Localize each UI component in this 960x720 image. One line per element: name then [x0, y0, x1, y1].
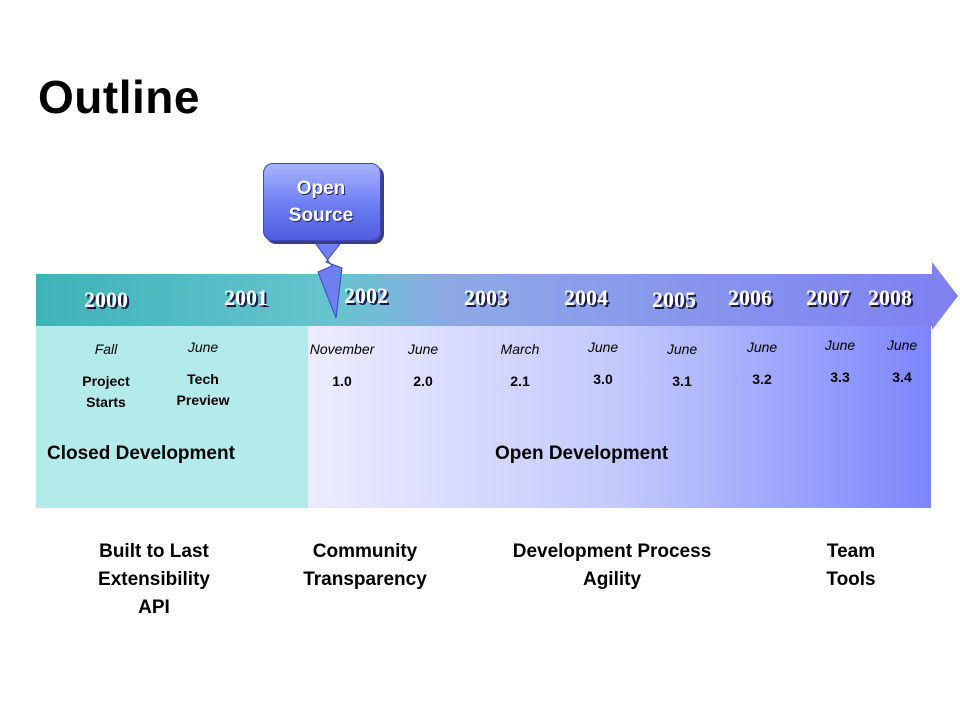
milestone-month: June: [587, 339, 619, 355]
closed-development-band: [36, 326, 308, 508]
year-label: 2003: [464, 285, 508, 310]
milestone-month: March: [500, 341, 540, 357]
year-label: 2004: [564, 285, 608, 310]
theme-column: Development Process Agility: [512, 541, 712, 590]
milestone-month: June: [824, 337, 856, 353]
year-label: 2006: [728, 285, 772, 310]
milestone-label: 3.4: [892, 369, 912, 385]
year-label: 2000: [84, 287, 128, 312]
open-development-label: Open Development: [495, 443, 669, 464]
milestone-label: 1.0: [332, 373, 352, 389]
milestone-month: June: [886, 337, 918, 353]
theme-column: Community Transparency: [303, 541, 427, 590]
theme-column: Team Tools: [826, 541, 876, 590]
milestone-label: 2.1: [510, 373, 530, 389]
theme-column: Built to Last Extensibility API: [98, 541, 210, 618]
milestone-label: Tech Preview: [176, 371, 230, 408]
milestone-month: November: [309, 341, 375, 357]
page-title: Outline: [38, 71, 200, 123]
milestone-month: June: [746, 339, 778, 355]
year-label: 2007: [806, 285, 850, 310]
timeline-arrow: [36, 262, 958, 330]
milestone-month: June: [666, 341, 698, 357]
milestone-label: 3.3: [830, 369, 850, 385]
year-label: 2002: [344, 283, 388, 308]
milestone-label: 2.0: [413, 373, 433, 389]
milestone-label: 3.2: [752, 371, 772, 387]
milestone-label: Project Starts: [82, 373, 130, 410]
year-label: 2001: [224, 285, 268, 310]
milestone-month: June: [407, 341, 439, 357]
year-label: 2008: [868, 285, 912, 310]
open-source-callout: [263, 163, 381, 241]
open-development-band: [308, 326, 931, 508]
open-source-callout-text: Open Source: [288, 178, 354, 226]
milestone-month: June: [187, 339, 219, 355]
closed-development-label: Closed Development: [47, 443, 235, 464]
milestone-month: Fall: [94, 341, 118, 357]
milestone-label: 3.1: [672, 373, 692, 389]
milestone-label: 3.0: [593, 371, 613, 387]
year-label: 2005: [652, 287, 696, 312]
